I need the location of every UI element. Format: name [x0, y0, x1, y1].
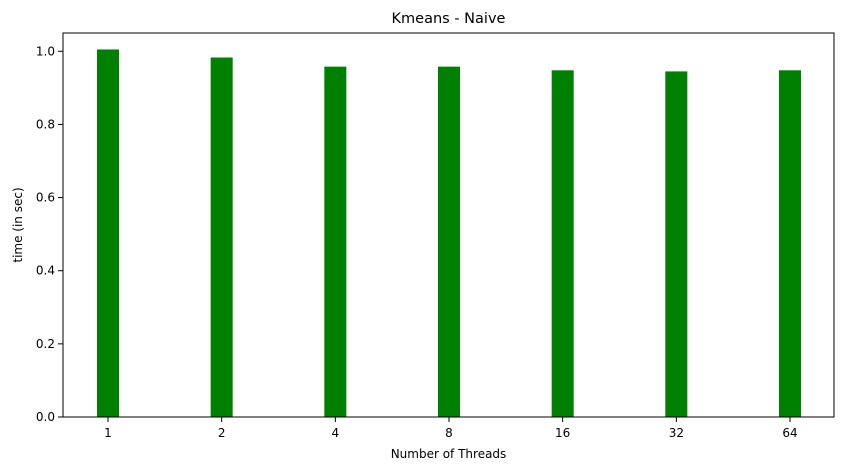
bar-1	[97, 49, 119, 418]
x-tick-label: 64	[782, 426, 797, 440]
y-tick-label: 0.6	[36, 191, 55, 205]
x-tick-label: 4	[332, 426, 340, 440]
bar-8	[438, 66, 460, 418]
bar-2	[210, 57, 233, 417]
x-tick-label: 32	[669, 426, 684, 440]
plot-frame	[62, 32, 835, 418]
bar-4	[324, 66, 347, 418]
y-tick-label: 0.8	[36, 117, 55, 131]
bars-group	[97, 49, 801, 418]
y-axis-label: time (in sec)	[11, 187, 25, 262]
x-tick-label: 8	[445, 426, 453, 440]
x-tick-label: 16	[555, 426, 570, 440]
x-tick-label: 1	[104, 426, 112, 440]
y-tick-label: 0.2	[36, 337, 55, 351]
y-tick-label: 1.0	[36, 44, 55, 58]
bar-64	[779, 70, 801, 418]
y-tick-label: 0.4	[36, 264, 55, 278]
x-axis-label: Number of Threads	[391, 447, 507, 461]
chart-title: Kmeans - Naive	[392, 11, 506, 27]
y-axis-ticks: 0.0 0.2 0.4 0.6 0.8 1.0	[36, 44, 63, 424]
x-axis-ticks: 1 2 4 8 16 32 64	[104, 417, 798, 440]
y-tick-label: 0.0	[36, 410, 55, 424]
bar-16	[551, 70, 574, 418]
x-tick-label: 2	[218, 426, 226, 440]
bar-32	[665, 71, 688, 418]
